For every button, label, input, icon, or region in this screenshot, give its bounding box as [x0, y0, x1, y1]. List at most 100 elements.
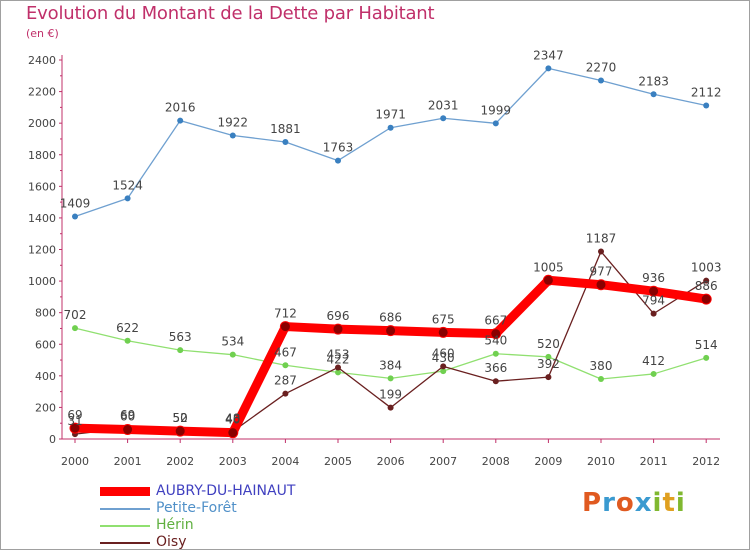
- data-label: 69: [67, 408, 82, 422]
- x-tick-label: 2005: [324, 455, 352, 468]
- data-label: 702: [64, 308, 87, 322]
- y-tick-label: 400: [35, 370, 56, 383]
- data-label: 412: [642, 354, 665, 368]
- x-tick-label: 2003: [219, 455, 247, 468]
- data-label: 1005: [533, 260, 564, 274]
- data-label: 40: [225, 413, 240, 427]
- legend-label: Petite-Forêt: [156, 500, 237, 516]
- chart-legend: AUBRY-DU-HAINAUT Petite-Forêt Hérin Oisy: [100, 483, 295, 551]
- data-point: [387, 404, 394, 411]
- data-point: [124, 195, 131, 202]
- data-label: 2031: [428, 98, 459, 112]
- x-tick-label: 2007: [429, 455, 457, 468]
- data-point: [282, 362, 289, 369]
- data-point: [387, 375, 394, 382]
- data-label: 287: [274, 374, 297, 388]
- data-point: [72, 213, 78, 220]
- legend-label: AUBRY-DU-HAINAUT: [156, 483, 296, 499]
- x-tick-label: 2000: [61, 455, 89, 468]
- x-tick-label: 2009: [534, 455, 562, 468]
- data-label: 453: [327, 347, 350, 361]
- data-label: 60: [120, 410, 135, 424]
- y-tick-label: 2400: [28, 54, 56, 67]
- data-point: [72, 325, 78, 332]
- data-label: 1003: [691, 261, 722, 275]
- data-point: [492, 378, 499, 385]
- data-point: [545, 353, 552, 360]
- data-label: 1409: [60, 196, 91, 210]
- data-label: 2270: [586, 61, 617, 75]
- x-tick-label: 2011: [640, 455, 668, 468]
- data-label: 686: [379, 311, 402, 325]
- data-label: 886: [695, 279, 718, 293]
- y-tick-label: 1600: [28, 180, 56, 193]
- data-label: 2112: [691, 85, 722, 99]
- data-label: 1999: [481, 103, 512, 117]
- series-line: [74, 67, 707, 218]
- data-point: [598, 77, 604, 84]
- y-tick-label: 1000: [28, 275, 56, 288]
- logo-letter: o: [615, 488, 635, 518]
- legend-item: Petite-Forêt: [100, 500, 295, 517]
- data-point: [648, 285, 660, 297]
- y-tick-label: 2200: [28, 86, 56, 99]
- logo-letter: x: [634, 488, 653, 518]
- data-label: 936: [642, 271, 665, 285]
- data-point: [440, 368, 447, 375]
- data-point: [650, 310, 657, 317]
- legend-label: Hérin: [156, 517, 194, 533]
- data-label: 31: [67, 414, 82, 428]
- data-point: [229, 351, 236, 358]
- data-label: 696: [327, 309, 350, 323]
- legend-label: Oisy: [156, 534, 187, 550]
- data-label: 534: [221, 335, 244, 349]
- data-point: [440, 363, 447, 370]
- data-label: 69: [120, 408, 135, 422]
- data-point: [492, 350, 499, 357]
- data-label: 467: [274, 345, 297, 359]
- data-point: [700, 293, 712, 305]
- data-label: 48: [225, 411, 240, 425]
- data-label: 50: [173, 411, 188, 425]
- data-point: [490, 328, 502, 340]
- data-point: [279, 321, 291, 333]
- x-tick-label: 2010: [587, 455, 615, 468]
- data-label: 392: [537, 357, 560, 371]
- data-point: [335, 364, 341, 371]
- y-tick-label: 600: [35, 338, 56, 351]
- data-point: [387, 124, 394, 131]
- data-label: 2183: [638, 74, 669, 88]
- data-point: [595, 279, 607, 291]
- data-label: 520: [537, 337, 560, 351]
- data-label: 1971: [375, 108, 406, 122]
- data-point: [282, 390, 289, 397]
- data-label: 667: [484, 314, 507, 328]
- data-point: [335, 369, 341, 376]
- data-label: 622: [116, 321, 139, 335]
- legend-swatch: [100, 524, 150, 527]
- legend-swatch: [100, 487, 150, 496]
- data-point: [650, 91, 657, 98]
- x-tick-label: 2002: [166, 455, 194, 468]
- data-label: 1922: [218, 115, 249, 129]
- data-point: [650, 370, 657, 377]
- x-tick-label: 2008: [482, 455, 510, 468]
- data-point: [124, 337, 131, 344]
- logo-letter: i: [675, 488, 686, 518]
- data-label: 2347: [533, 48, 564, 62]
- data-point: [122, 424, 134, 436]
- y-tick-label: 0: [49, 433, 56, 446]
- logo-letter: r: [602, 488, 616, 518]
- y-tick-label: 1800: [28, 149, 56, 162]
- data-label: 430: [432, 351, 455, 365]
- data-label: 563: [169, 330, 192, 344]
- legend-item: Hérin: [100, 517, 295, 534]
- data-point: [598, 248, 604, 255]
- logo-letter: P: [582, 488, 603, 518]
- legend-swatch: [100, 507, 150, 510]
- data-label: 514: [695, 338, 718, 352]
- data-point: [542, 274, 554, 286]
- data-point: [440, 115, 447, 122]
- data-point: [492, 120, 499, 127]
